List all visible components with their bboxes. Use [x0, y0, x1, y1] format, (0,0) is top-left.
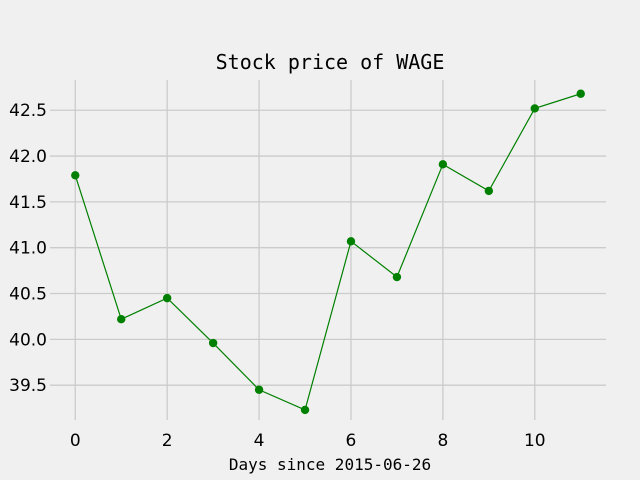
- x-tick-label: 2: [162, 431, 173, 451]
- y-tick-label: 42.5: [9, 101, 47, 121]
- data-point: [71, 171, 80, 180]
- data-point: [438, 160, 448, 169]
- data-point: [392, 272, 402, 282]
- y-tick-label: 41.5: [9, 193, 47, 213]
- data-point: [484, 186, 494, 196]
- y-tick-label: 40.0: [9, 330, 47, 350]
- x-axis-label: Days since 2015-06-26: [229, 455, 431, 474]
- x-tick-label: 4: [254, 431, 265, 451]
- data-point: [300, 405, 310, 415]
- x-tick-label: 8: [437, 431, 448, 451]
- x-tick-label: 10: [524, 431, 546, 451]
- data-point: [208, 338, 218, 348]
- series-layer: [71, 89, 585, 415]
- grid-layer: [50, 80, 606, 420]
- y-tick-label: 39.5: [9, 376, 47, 396]
- data-point: [346, 237, 356, 246]
- data-point: [254, 385, 264, 394]
- data-point: [117, 314, 126, 324]
- x-tick-label: 6: [346, 431, 357, 451]
- y-tick-label: 42.0: [9, 147, 47, 167]
- y-tick-label: 40.5: [9, 285, 47, 305]
- chart-title: Stock price of WAGE: [216, 50, 445, 74]
- tick-layer: 0 2 4 6 8 10 39.5 40.0 40.5 41.0 41.5 42.0 42.5: [9, 101, 545, 451]
- data-point: [576, 89, 585, 98]
- data-point: [530, 104, 539, 113]
- series-line: [74, 93, 581, 411]
- x-tick-label: 0: [70, 431, 81, 451]
- y-tick-label: 41.0: [9, 239, 47, 259]
- data-point: [162, 293, 172, 303]
